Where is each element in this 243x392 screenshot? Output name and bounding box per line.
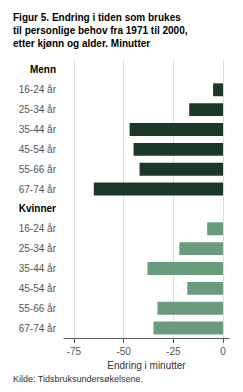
svg-text:Kvinner: Kvinner (19, 203, 56, 214)
svg-text:etter kjønn og alder. Minutter: etter kjønn og alder. Minutter (13, 38, 150, 49)
svg-text:67-74 år: 67-74 år (19, 323, 57, 334)
svg-text:35-44 år: 35-44 år (19, 263, 57, 274)
svg-text:55-66 år: 55-66 år (19, 164, 57, 175)
svg-text:til personlige behov fra 1971: til personlige behov fra 1971 til 2000, (13, 25, 188, 36)
svg-text:-25: -25 (166, 346, 181, 357)
svg-text:25-34 år: 25-34 år (19, 104, 57, 115)
svg-text:55-66 år: 55-66 år (19, 303, 57, 314)
svg-text:35-44 år: 35-44 år (19, 124, 57, 135)
svg-text:16-24 år: 16-24 år (19, 223, 57, 234)
svg-text:67-74 år: 67-74 år (19, 184, 57, 195)
svg-text:Menn: Menn (30, 64, 56, 75)
svg-text:Figur 5. Endring i tiden som b: Figur 5. Endring i tiden som brukes (13, 12, 181, 23)
svg-text:16-24 år: 16-24 år (19, 84, 57, 95)
svg-text:45-54 år: 45-54 år (19, 283, 57, 294)
svg-text:Kilde: Tidsbruksundersøkelsene: Kilde: Tidsbruksundersøkelsene. (13, 374, 143, 384)
svg-text:45-54 år: 45-54 år (19, 144, 57, 155)
svg-text:25-34 år: 25-34 år (19, 243, 57, 254)
svg-text:-50: -50 (116, 346, 131, 357)
svg-text:Endring i minutter: Endring i minutter (107, 360, 186, 371)
svg-text:0: 0 (220, 346, 226, 357)
svg-text:-75: -75 (67, 346, 82, 357)
